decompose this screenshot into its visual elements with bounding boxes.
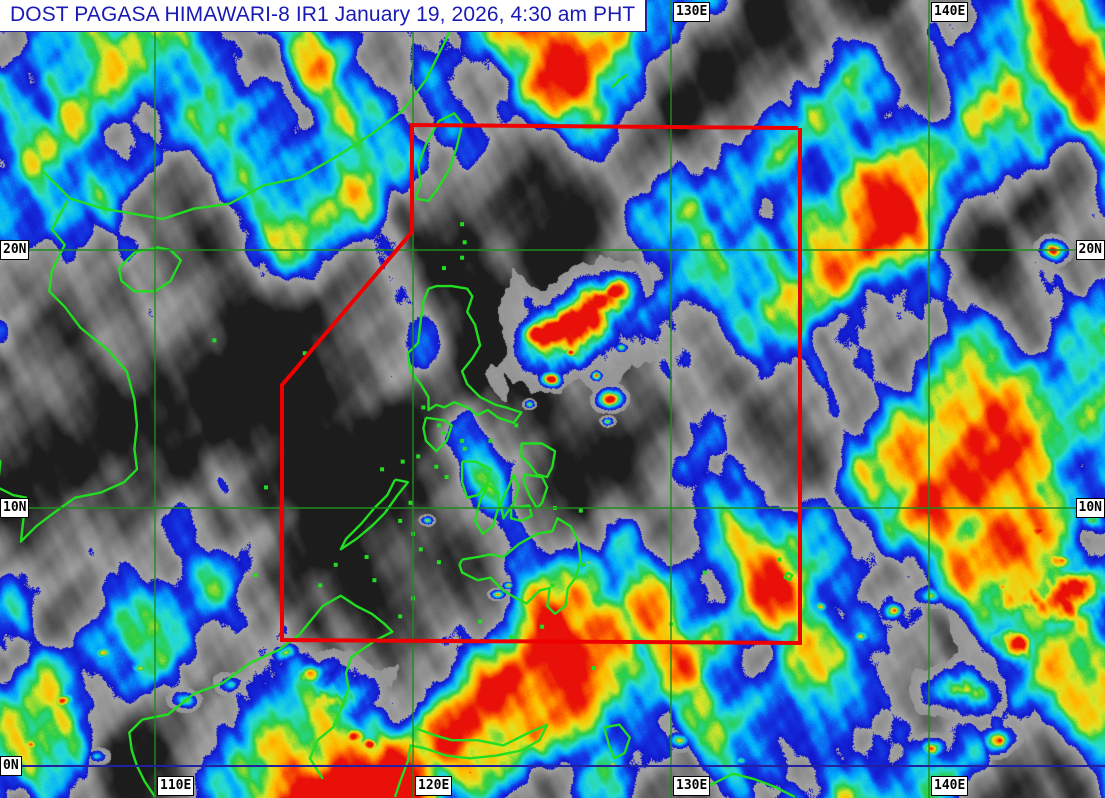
coastline-samar [520, 442, 557, 479]
coastline-mindoro [422, 416, 453, 453]
latitude-label-left-10N: 10N [0, 498, 30, 518]
islet-marker [253, 573, 258, 578]
coastline-vietnam-east [0, 200, 139, 543]
latitude-label-right-10N: 10N [1075, 498, 1105, 518]
coastline-mindanao [458, 517, 582, 615]
islet-marker [777, 557, 782, 562]
islet-marker [436, 423, 441, 428]
islet-marker [416, 454, 421, 459]
title-banner: DOST PAGASA HIMAWARI-8 IR1 January 19, 2… [0, 0, 648, 32]
longitude-label-bottom-140E: 140E [931, 776, 969, 796]
islet-marker [302, 351, 307, 356]
coastline-palau [783, 571, 794, 582]
islet-marker [540, 624, 545, 629]
islet-marker [488, 438, 493, 443]
islet-marker [514, 423, 519, 428]
latitude-label-left-0N: 0N [0, 756, 22, 776]
coastline-luzon [406, 284, 523, 425]
islet-marker [408, 500, 413, 505]
longitude-label-bottom-130E: 130E [673, 776, 711, 796]
islet-marker [581, 562, 586, 567]
islet-marker [372, 578, 377, 583]
islet-marker [702, 570, 707, 575]
latitude-label-left-20N: 20N [0, 240, 30, 260]
islet-marker [550, 583, 555, 588]
coastline-negros [473, 483, 500, 535]
longitude-label-top-140E: 140E [931, 2, 969, 22]
islet-marker [444, 475, 449, 479]
coastline-bohol [509, 504, 533, 523]
islet-marker [400, 459, 405, 464]
coastline-leyte [522, 473, 549, 510]
longitude-label-bottom-110E: 110E [157, 776, 195, 796]
islet-marker [434, 464, 439, 469]
islet-marker [380, 467, 385, 472]
coastline-borneo-west [128, 718, 157, 798]
islet-marker [462, 446, 467, 451]
coastline-palawan [339, 478, 410, 551]
islet-marker [421, 405, 426, 410]
islet-marker [460, 438, 465, 443]
islet-marker [442, 266, 446, 271]
islet-marker [264, 485, 268, 490]
islet-marker [460, 222, 465, 227]
coastline-borneo-north [141, 594, 394, 780]
islet-marker [591, 666, 596, 670]
coastline-halmahera [602, 723, 631, 760]
coastline-sulawesi [393, 723, 549, 798]
islet-marker [460, 255, 465, 260]
islet-marker [478, 619, 483, 624]
coastline-panay [460, 460, 492, 499]
coastline-cebu [499, 474, 520, 520]
coastline-layer [0, 0, 796, 798]
islet-marker [418, 547, 423, 552]
islet-marker [212, 338, 217, 343]
islet-marker [442, 431, 446, 436]
islet-marker [398, 614, 403, 619]
islet-marker [436, 560, 441, 565]
islet-marker [462, 240, 467, 245]
coastline-china-south [40, 0, 463, 221]
islet-marker [398, 518, 403, 523]
islet-marker [333, 562, 338, 567]
coastline-taiwan [414, 112, 464, 203]
par-boundary-polyline [280, 122, 802, 646]
islet-marker [578, 508, 583, 513]
coastline-hainan [117, 246, 183, 293]
longitude-label-top-130E: 130E [673, 2, 711, 22]
coastline-japan-ryukyu [610, 73, 628, 89]
longitude-label-bottom-120E: 120E [415, 776, 453, 796]
islet-marker [509, 635, 514, 639]
islet-marker [364, 555, 369, 559]
latitude-label-right-20N: 20N [1075, 240, 1105, 260]
islet-marker [318, 583, 323, 588]
